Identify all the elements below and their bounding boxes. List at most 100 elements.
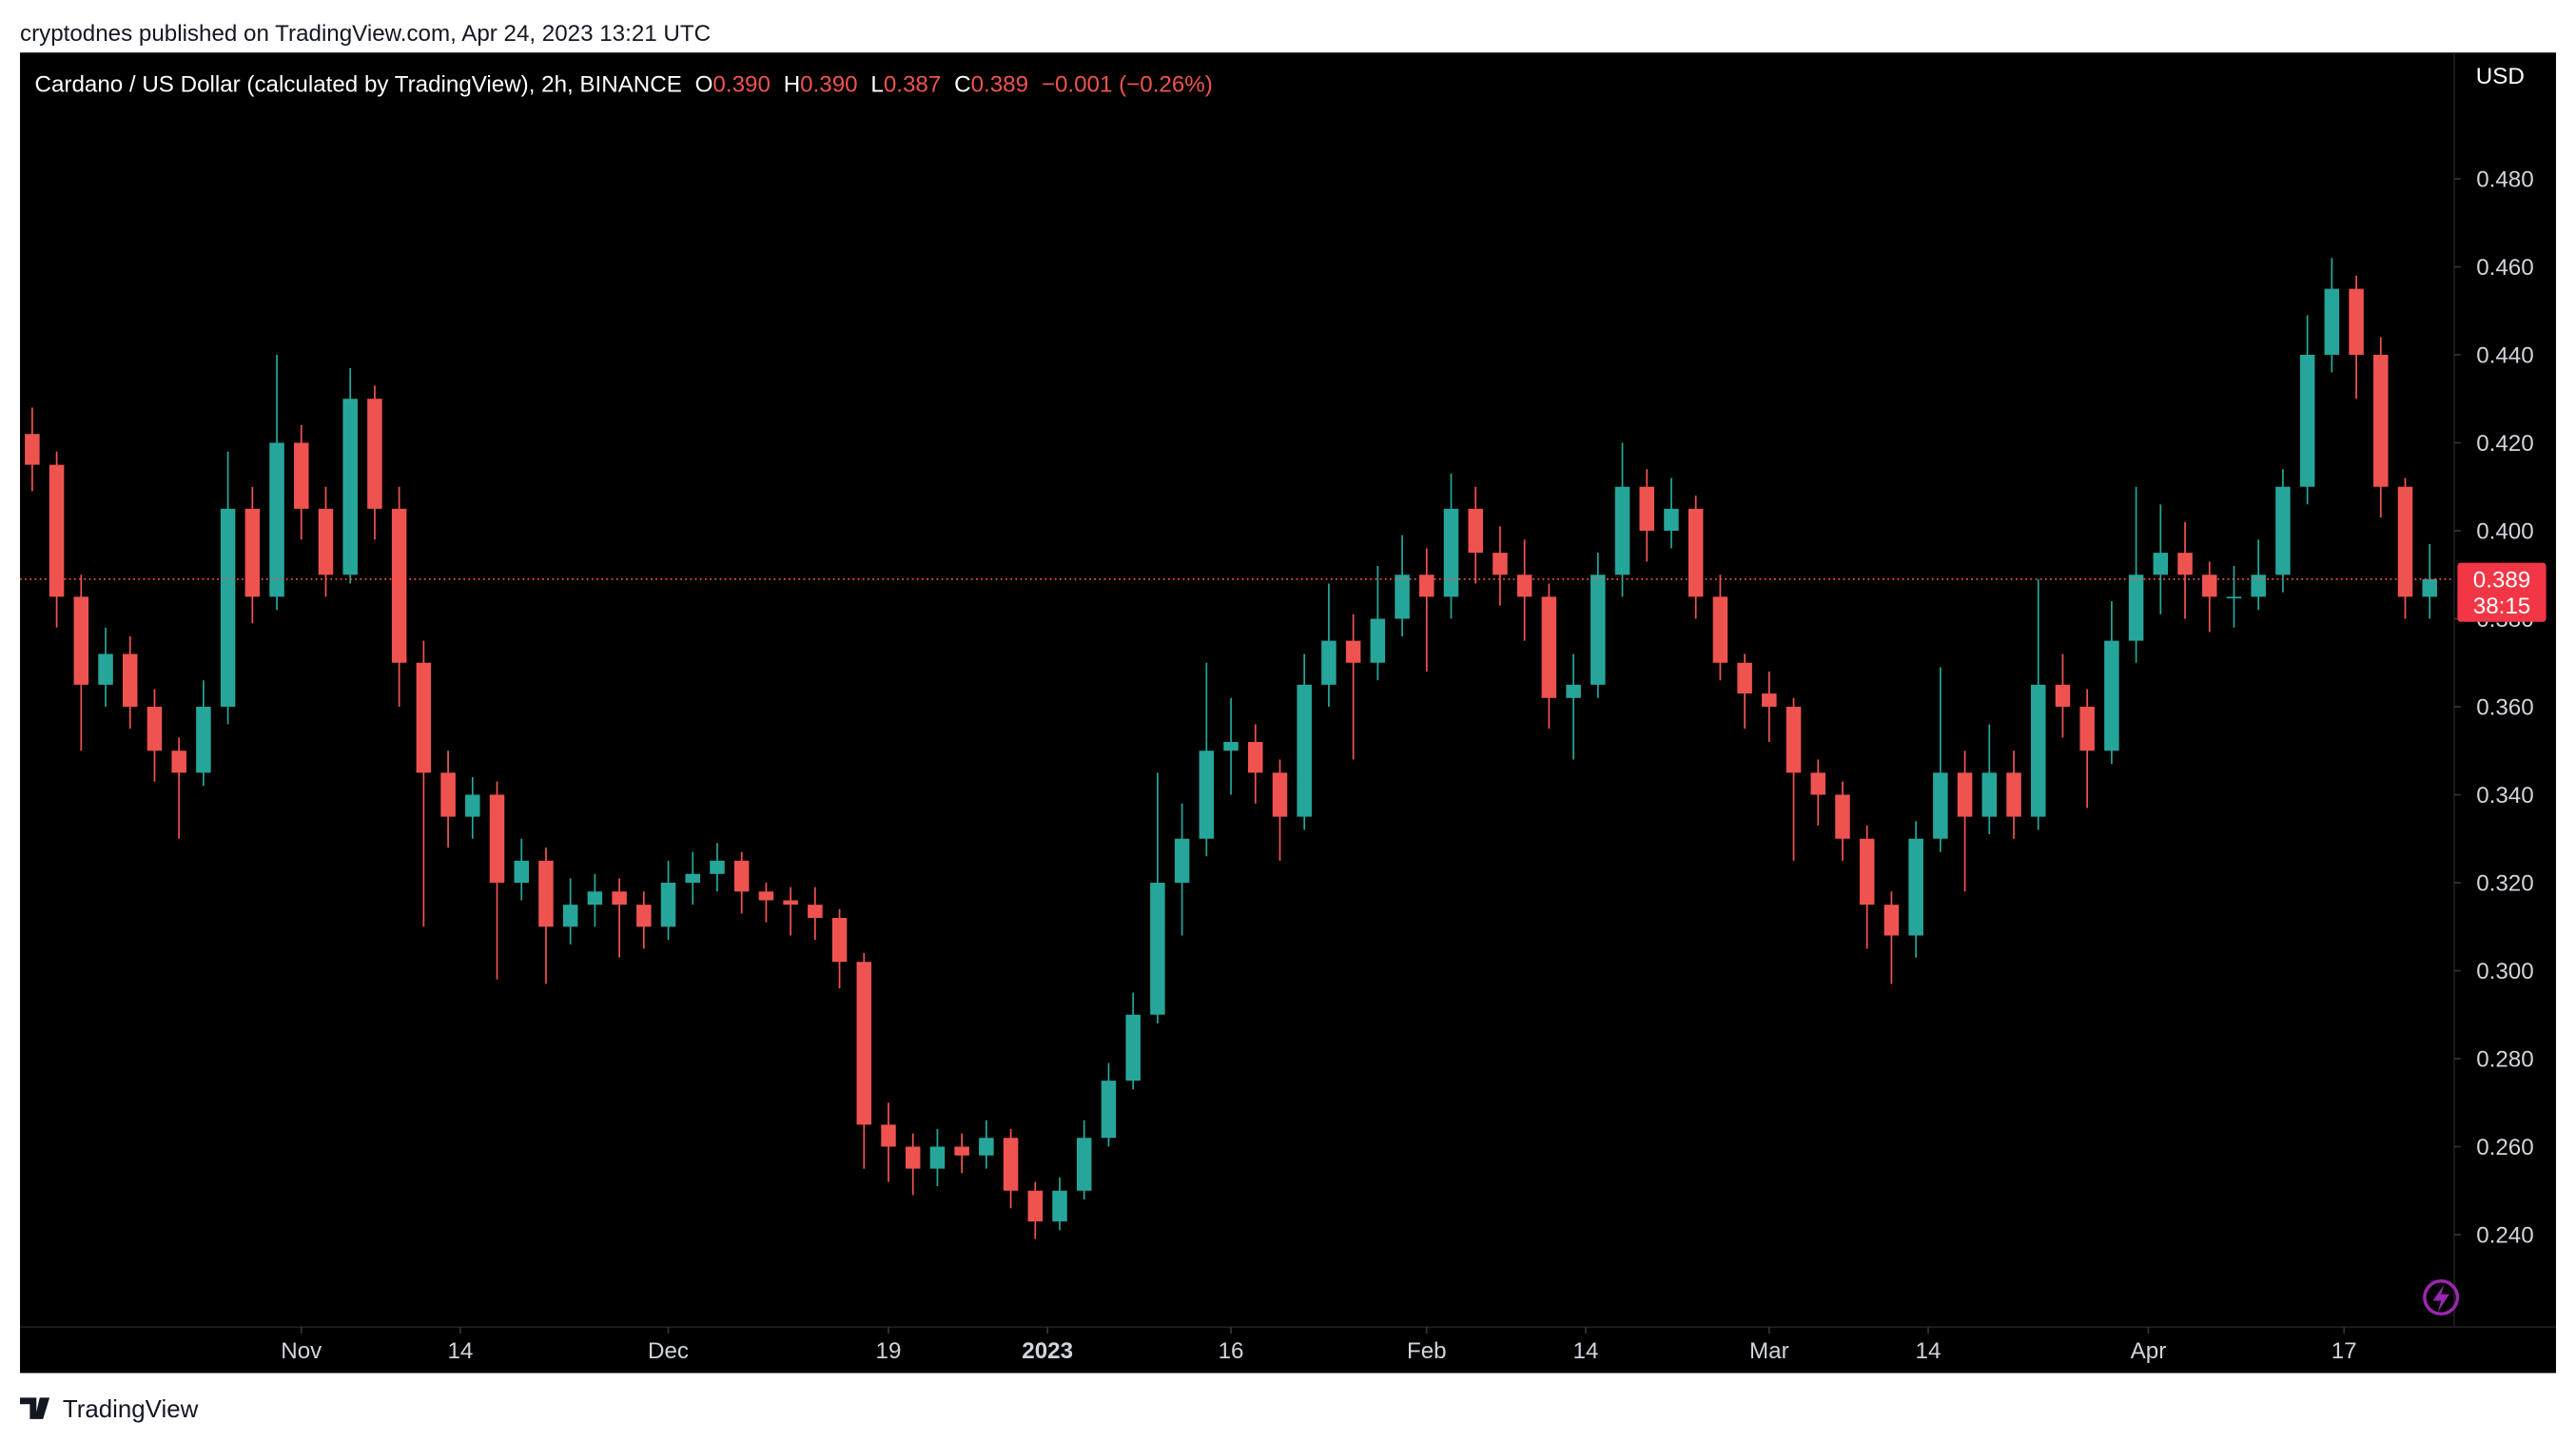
candle-body	[391, 508, 407, 663]
candle-body	[831, 918, 848, 963]
ohlc-key: C	[954, 72, 970, 98]
candle-body	[2153, 553, 2169, 575]
candle-body	[1908, 838, 1923, 936]
candle-body	[1981, 772, 1998, 817]
candle-body	[2006, 772, 2021, 817]
candle-body	[783, 900, 798, 906]
candle-body	[1664, 508, 1679, 531]
candle-body	[856, 962, 872, 1125]
candle-body	[146, 707, 163, 751]
candle-body	[98, 653, 113, 685]
bar-countdown: 38:15	[2473, 594, 2530, 619]
candle-body	[1762, 693, 1777, 708]
candle-body	[929, 1146, 946, 1169]
candle-body	[171, 750, 186, 773]
candle-body	[1101, 1081, 1117, 1139]
candle-body	[1174, 838, 1190, 884]
candle-body	[1345, 640, 1361, 663]
candle-body	[2079, 707, 2095, 751]
y-tick-label: 0.240	[2476, 1223, 2533, 1249]
candle-body	[1443, 508, 1459, 597]
y-tick-label: 0.440	[2476, 343, 2533, 369]
candle-body	[2201, 575, 2217, 597]
candle-body	[2275, 486, 2291, 575]
x-tick-label: Dec	[648, 1338, 689, 1364]
candle-body	[2299, 354, 2315, 487]
candle-body	[416, 662, 432, 773]
candle-body	[979, 1138, 994, 1156]
y-tick-label: 0.300	[2476, 959, 2533, 984]
candle-body	[2251, 575, 2266, 597]
currency-label: USD	[2476, 64, 2525, 89]
candle-body	[2373, 354, 2389, 487]
x-tick-label: Nov	[281, 1338, 322, 1364]
candle-body	[1052, 1190, 1067, 1222]
candle-body	[73, 596, 89, 685]
candle-body	[1639, 486, 1654, 531]
candle-body	[220, 508, 236, 708]
candle-body	[196, 707, 211, 773]
publisher-line: cryptodnes published on TradingView.com,…	[20, 21, 711, 47]
candle-body	[1712, 596, 1728, 663]
candle-body	[1688, 508, 1704, 597]
x-tick-label: Mar	[1749, 1338, 1789, 1364]
candle-body	[1370, 618, 1386, 663]
candle-body	[2128, 575, 2144, 641]
ohlc-value: 0.390	[800, 72, 857, 98]
candle-body	[1493, 553, 1508, 575]
candle-body	[1614, 486, 1630, 575]
candle-body	[1321, 640, 1337, 685]
ohlc-value: 0.387	[884, 72, 941, 98]
candle-body	[514, 860, 529, 884]
candle-body	[612, 891, 627, 906]
x-tick-label: Feb	[1407, 1338, 1447, 1364]
candle-body	[294, 442, 309, 509]
candle-body	[244, 508, 261, 597]
candle-body	[1027, 1190, 1044, 1222]
candle-body	[1468, 508, 1483, 554]
ohlc-value: 0.390	[712, 72, 770, 98]
candle-body	[808, 905, 823, 919]
y-tick-label: 0.460	[2476, 255, 2533, 281]
candle-body	[342, 399, 358, 575]
y-tick-label: 0.280	[2476, 1047, 2533, 1073]
candle-body	[1248, 742, 1263, 773]
candle-body	[1003, 1138, 1019, 1191]
candle-body	[685, 873, 701, 884]
candle-body	[1297, 684, 1312, 817]
x-tick-label: 14	[1573, 1338, 1599, 1364]
candle-body	[2177, 553, 2193, 575]
candle-body	[562, 905, 578, 927]
x-tick-label: 19	[876, 1338, 902, 1364]
candle-body	[440, 772, 456, 817]
y-tick-label: 0.260	[2476, 1135, 2533, 1160]
candle-body	[660, 883, 676, 927]
candle-body	[367, 399, 382, 509]
candle-body	[2397, 486, 2413, 597]
candle-body	[1076, 1138, 1092, 1191]
candle-body	[1883, 905, 1900, 936]
candle-body	[1272, 772, 1288, 817]
x-tick-label: 2023	[1022, 1338, 1073, 1364]
candle-body	[1199, 750, 1215, 839]
candle-body	[1395, 575, 1410, 619]
candle-body	[489, 794, 505, 884]
brand-name[interactable]: TradingView	[63, 1396, 199, 1423]
candle-body	[25, 434, 40, 465]
candle-body	[2349, 288, 2364, 355]
candle-body	[1223, 742, 1239, 751]
candle-body	[1957, 772, 1973, 817]
candle-body	[1859, 838, 1875, 906]
candle-body	[2030, 684, 2046, 817]
tradingview-logo[interactable]: TradingView	[20, 1396, 199, 1423]
candle-body	[758, 891, 774, 901]
candle-body	[2226, 596, 2242, 599]
candle-body	[49, 464, 65, 597]
lightning-icon[interactable]	[2423, 1279, 2460, 1316]
candle-body	[1541, 596, 1557, 698]
candle-body	[2324, 288, 2340, 355]
ohlc-value: 0.389	[971, 72, 1028, 98]
x-tick-label: 16	[1219, 1338, 1244, 1364]
candle-body	[1516, 575, 1532, 597]
